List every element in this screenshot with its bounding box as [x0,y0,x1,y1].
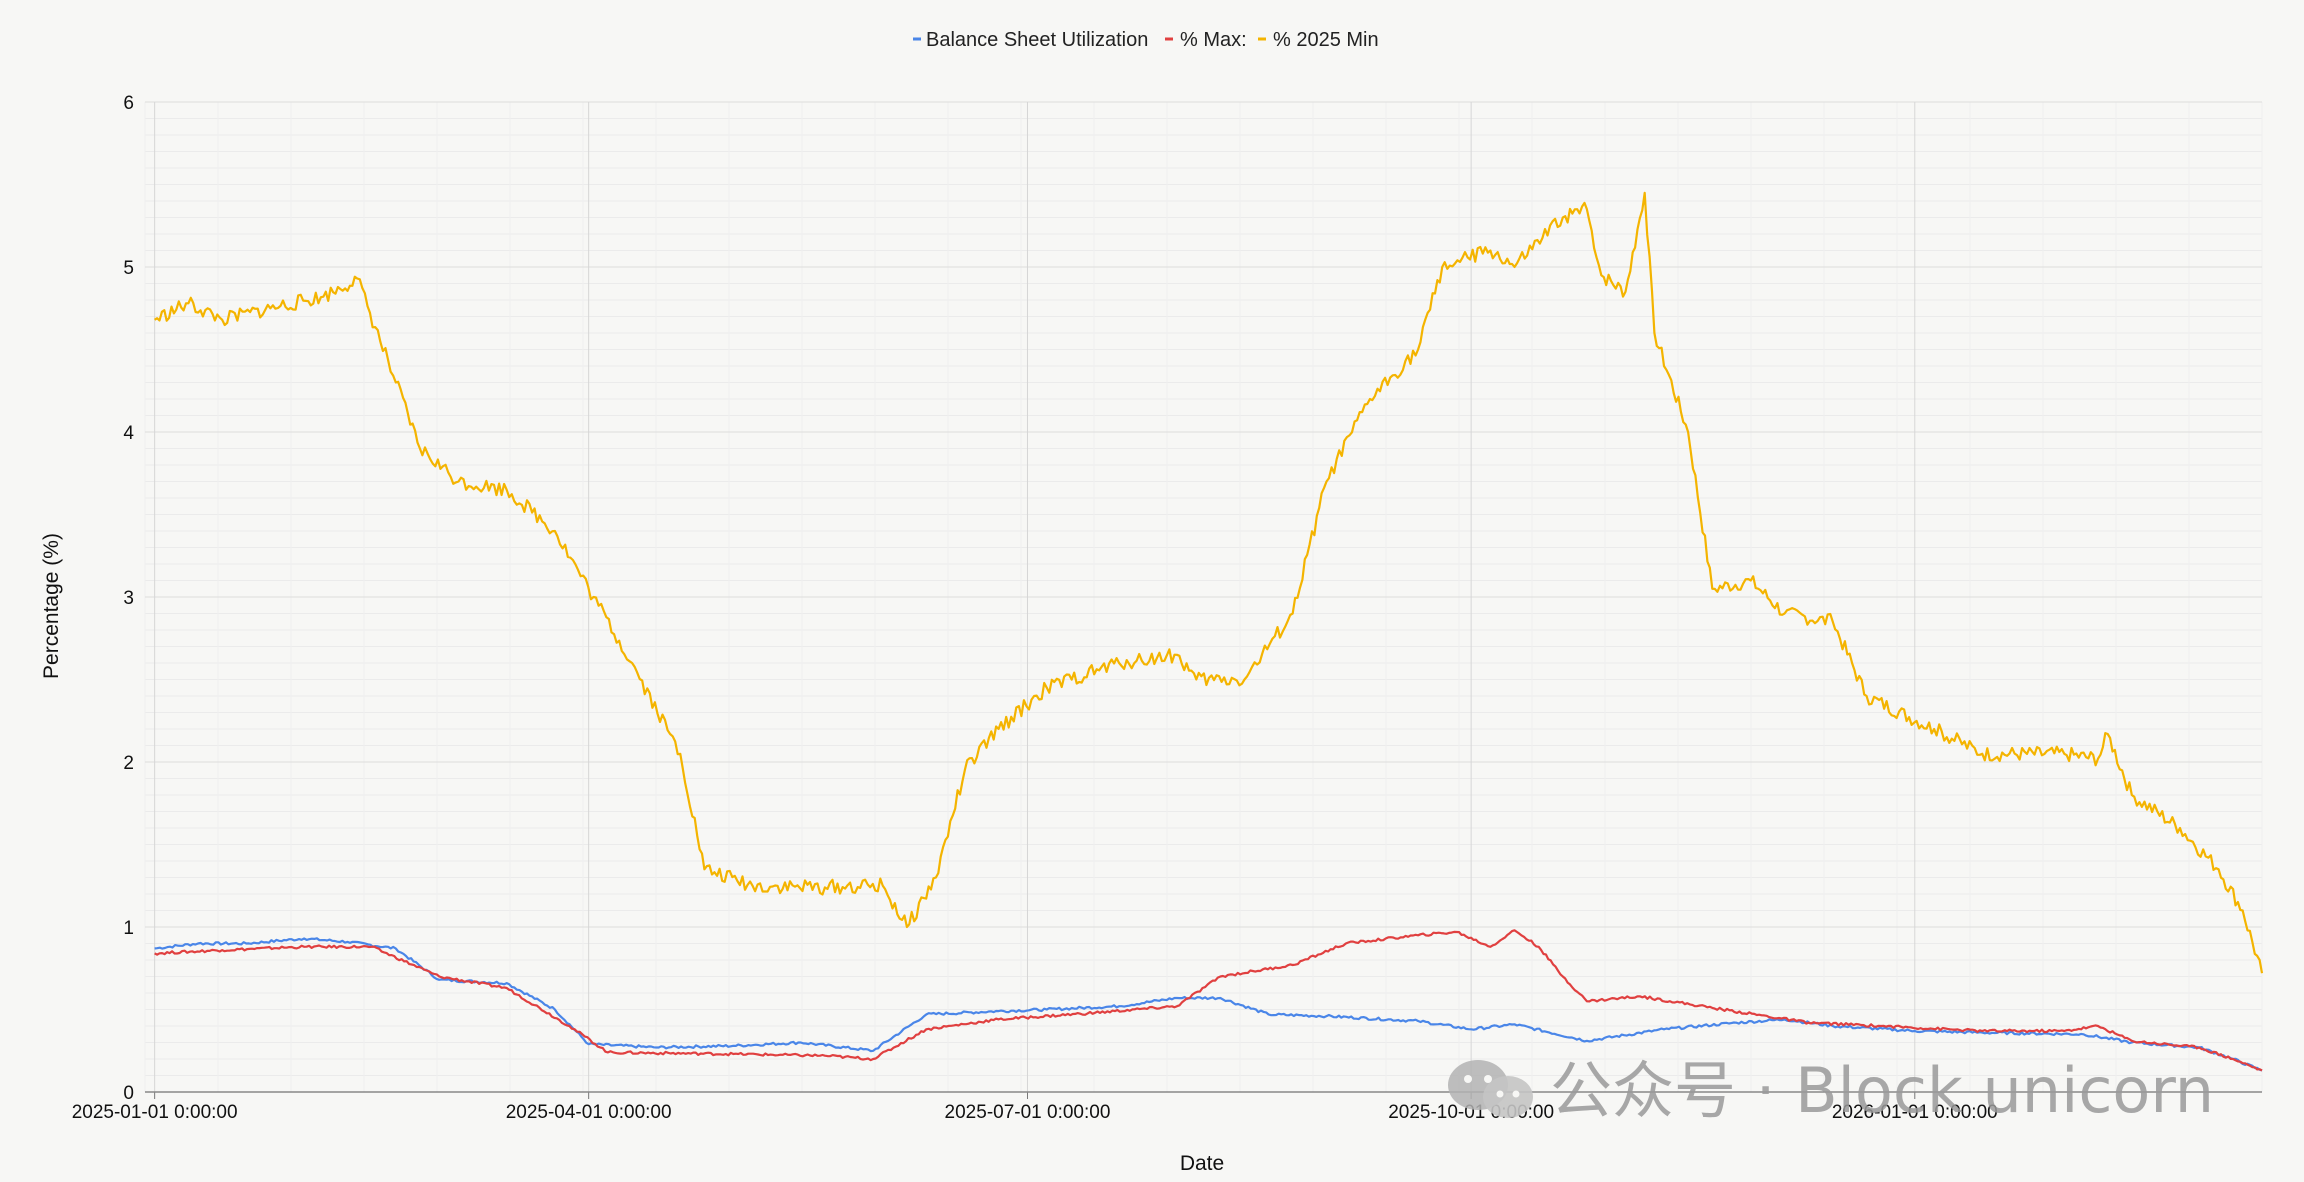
legend-label: Balance Sheet Utilization [926,29,1148,51]
major-gridlines [145,101,2262,1099]
y-tick-label: 5 [123,258,134,279]
legend-label: % 2025 Min [1273,29,1379,51]
y-tick-label: 4 [123,423,134,444]
y-tick-labels: 0 1 2 3 4 5 6 [123,93,134,1104]
series-line [154,191,2264,974]
x-tick-label: 2026-01-01 0:00:00 [1832,1102,1998,1123]
wechat-icon [1448,1060,1533,1118]
x-axis-title: Date [1180,1152,1224,1175]
y-tick-label: 6 [123,93,134,114]
x-tick-labels: 2025-01-01 0:00:00 2025-04-01 0:00:00 2025… [72,1102,1998,1123]
watermark-text: 公众号 · Block unicorn [1550,1054,2214,1127]
x-tick-label: 2025-04-01 0:00:00 [506,1102,672,1123]
y-tick-label: 3 [123,588,134,609]
legend-item[interactable]: % Max: [1165,29,1247,51]
legend-item[interactable]: Balance Sheet Utilization [913,29,1148,51]
y-tick-label: 2 [123,753,134,774]
legend: Balance Sheet Utilization % Max: % 2025 … [913,29,1379,51]
y-tick-label: 1 [123,918,134,939]
x-tick-label: 2025-07-01 0:00:00 [945,1102,1111,1123]
watermark: 公众号 · Block unicorn [1448,1054,2214,1127]
series-line [154,937,2263,1072]
x-tick-label: 2025-01-01 0:00:00 [72,1102,238,1123]
series-line [154,929,2263,1072]
legend-label: % Max: [1180,29,1247,51]
series-lines [154,191,2264,1072]
y-tick-label: 0 [123,1083,134,1104]
legend-item[interactable]: % 2025 Min [1258,29,1379,51]
y-axis-title: Percentage (%) [40,533,63,679]
